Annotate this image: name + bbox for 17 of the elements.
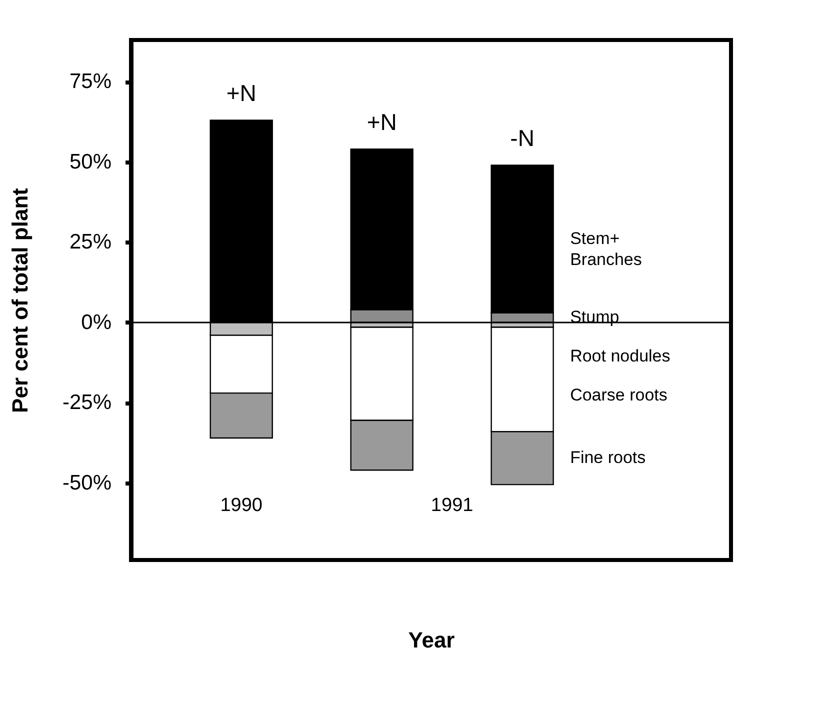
y-axis-title: Per cent of total plant — [7, 187, 32, 413]
series-label: Stem+ Branches — [570, 229, 642, 270]
y-tick-label: 0% — [81, 310, 112, 334]
y-tick-label: -50% — [62, 471, 112, 494]
annotation: 1990 — [220, 495, 262, 516]
y-tick-label: 50% — [69, 150, 112, 174]
series-label: Fine roots — [570, 448, 646, 468]
annotation: 1991 — [430, 495, 474, 516]
series-label: Coarse roots — [570, 386, 668, 405]
series-label: Root nodules — [570, 346, 670, 366]
y-tick-label: -25% — [62, 391, 112, 414]
x-axis-title: Year — [408, 628, 456, 652]
y-tick-label: 75% — [69, 70, 112, 94]
x-tick-label: +N — [366, 109, 397, 136]
y-tick-label: 25% — [69, 230, 112, 254]
x-tick-label: +N — [226, 80, 256, 106]
x-tick-label: -N — [510, 125, 534, 152]
